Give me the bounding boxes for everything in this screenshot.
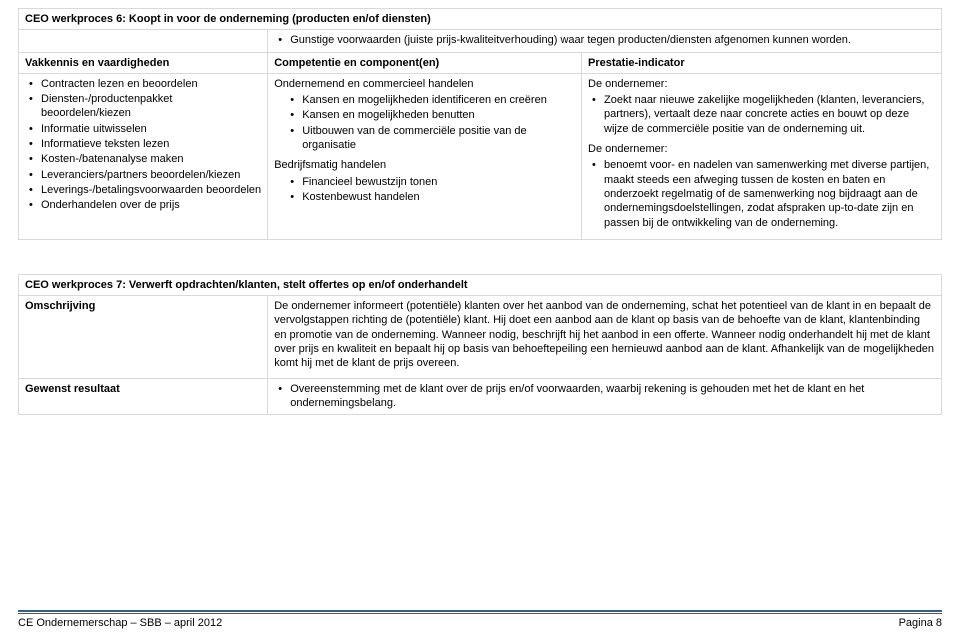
prest-cell: De ondernemer: Zoekt naar nieuwe zakelij… bbox=[582, 73, 942, 239]
table-gap bbox=[18, 240, 942, 274]
col2-heading: Competentie en component(en) bbox=[268, 52, 582, 73]
prest-list2: benoemt voor- en nadelen van samenwerkin… bbox=[588, 158, 935, 229]
comp-item: Kansen en mogelijkheden benutten bbox=[302, 108, 575, 122]
comp-item: Kostenbewust handelen bbox=[302, 190, 575, 204]
prest-item2: benoemt voor- en nadelen van samenwerkin… bbox=[604, 158, 935, 229]
proc6-title: CEO werkproces 6: Koopt in voor de onder… bbox=[19, 9, 942, 30]
proc7-row2-cell: Overeenstemming met de klant over de pri… bbox=[268, 378, 942, 415]
col1-heading: Vakkennis en vaardigheden bbox=[19, 52, 268, 73]
comp-group1-label: Ondernemend en commercieel handelen bbox=[274, 77, 575, 91]
proc7-omschrijving-text: De ondernemer informeert (potentiële) kl… bbox=[274, 299, 935, 370]
comp-item: Uitbouwen van de commerciële positie van… bbox=[302, 124, 575, 153]
prest-list1: Zoekt naar nieuwe zakelijke mogelijkhede… bbox=[588, 93, 935, 136]
proc7-title: CEO werkproces 7: Verwerft opdrachten/kl… bbox=[19, 274, 942, 295]
comp-cell: Ondernemend en commercieel handelen Kans… bbox=[268, 73, 582, 239]
page-footer: CE Ondernemerschap – SBB – april 2012 Pa… bbox=[18, 610, 942, 629]
vak-item: Diensten-/productenpakket beoordelen/kie… bbox=[41, 92, 261, 121]
proc7-row1-text: De ondernemer informeert (potentiële) kl… bbox=[268, 296, 942, 378]
comp-item: Kansen en mogelijkheden identificeren en… bbox=[302, 93, 575, 107]
prest-lead2: De ondernemer: bbox=[588, 142, 935, 156]
process-7-table: CEO werkproces 7: Verwerft opdrachten/kl… bbox=[18, 274, 942, 415]
comp-group2-list: Financieel bewustzijn tonen Kostenbewust… bbox=[274, 175, 575, 205]
proc6-intro-cell: Gunstige voorwaarden (juiste prijs-kwali… bbox=[268, 30, 942, 52]
proc7-row1-label: Omschrijving bbox=[19, 296, 268, 378]
prest-lead1: De ondernemer: bbox=[588, 77, 935, 91]
prest-item1: Zoekt naar nieuwe zakelijke mogelijkhede… bbox=[604, 93, 935, 136]
vak-item: Leveranciers/partners beoordelen/kiezen bbox=[41, 168, 261, 182]
vak-list: Contracten lezen en beoordelen Diensten-… bbox=[25, 77, 261, 213]
proc7-row2-bullet: Overeenstemming met de klant over de pri… bbox=[290, 382, 935, 411]
footer-right: Pagina 8 bbox=[899, 617, 942, 629]
proc7-row2-label: Gewenst resultaat bbox=[19, 378, 268, 415]
proc6-intro-bullet: Gunstige voorwaarden (juiste prijs-kwali… bbox=[290, 33, 935, 47]
comp-group1-list: Kansen en mogelijkheden identificeren en… bbox=[274, 93, 575, 152]
vak-item: Leverings-/betalingsvoorwaarden beoordel… bbox=[41, 183, 261, 197]
vak-item: Kosten-/batenanalyse maken bbox=[41, 152, 261, 166]
vak-item: Informatieve teksten lezen bbox=[41, 137, 261, 151]
vak-cell: Contracten lezen en beoordelen Diensten-… bbox=[19, 73, 268, 239]
process-6-table: CEO werkproces 6: Koopt in voor de onder… bbox=[18, 8, 942, 240]
vak-item: Contracten lezen en beoordelen bbox=[41, 77, 261, 91]
vak-item: Informatie uitwisselen bbox=[41, 122, 261, 136]
col3-heading: Prestatie-indicator bbox=[582, 52, 942, 73]
proc6-intro-left-gap bbox=[19, 30, 268, 52]
vak-item: Onderhandelen over de prijs bbox=[41, 198, 261, 212]
comp-item: Financieel bewustzijn tonen bbox=[302, 175, 575, 189]
footer-left: CE Ondernemerschap – SBB – april 2012 bbox=[18, 617, 222, 629]
comp-group2-label: Bedrijfsmatig handelen bbox=[274, 158, 575, 172]
